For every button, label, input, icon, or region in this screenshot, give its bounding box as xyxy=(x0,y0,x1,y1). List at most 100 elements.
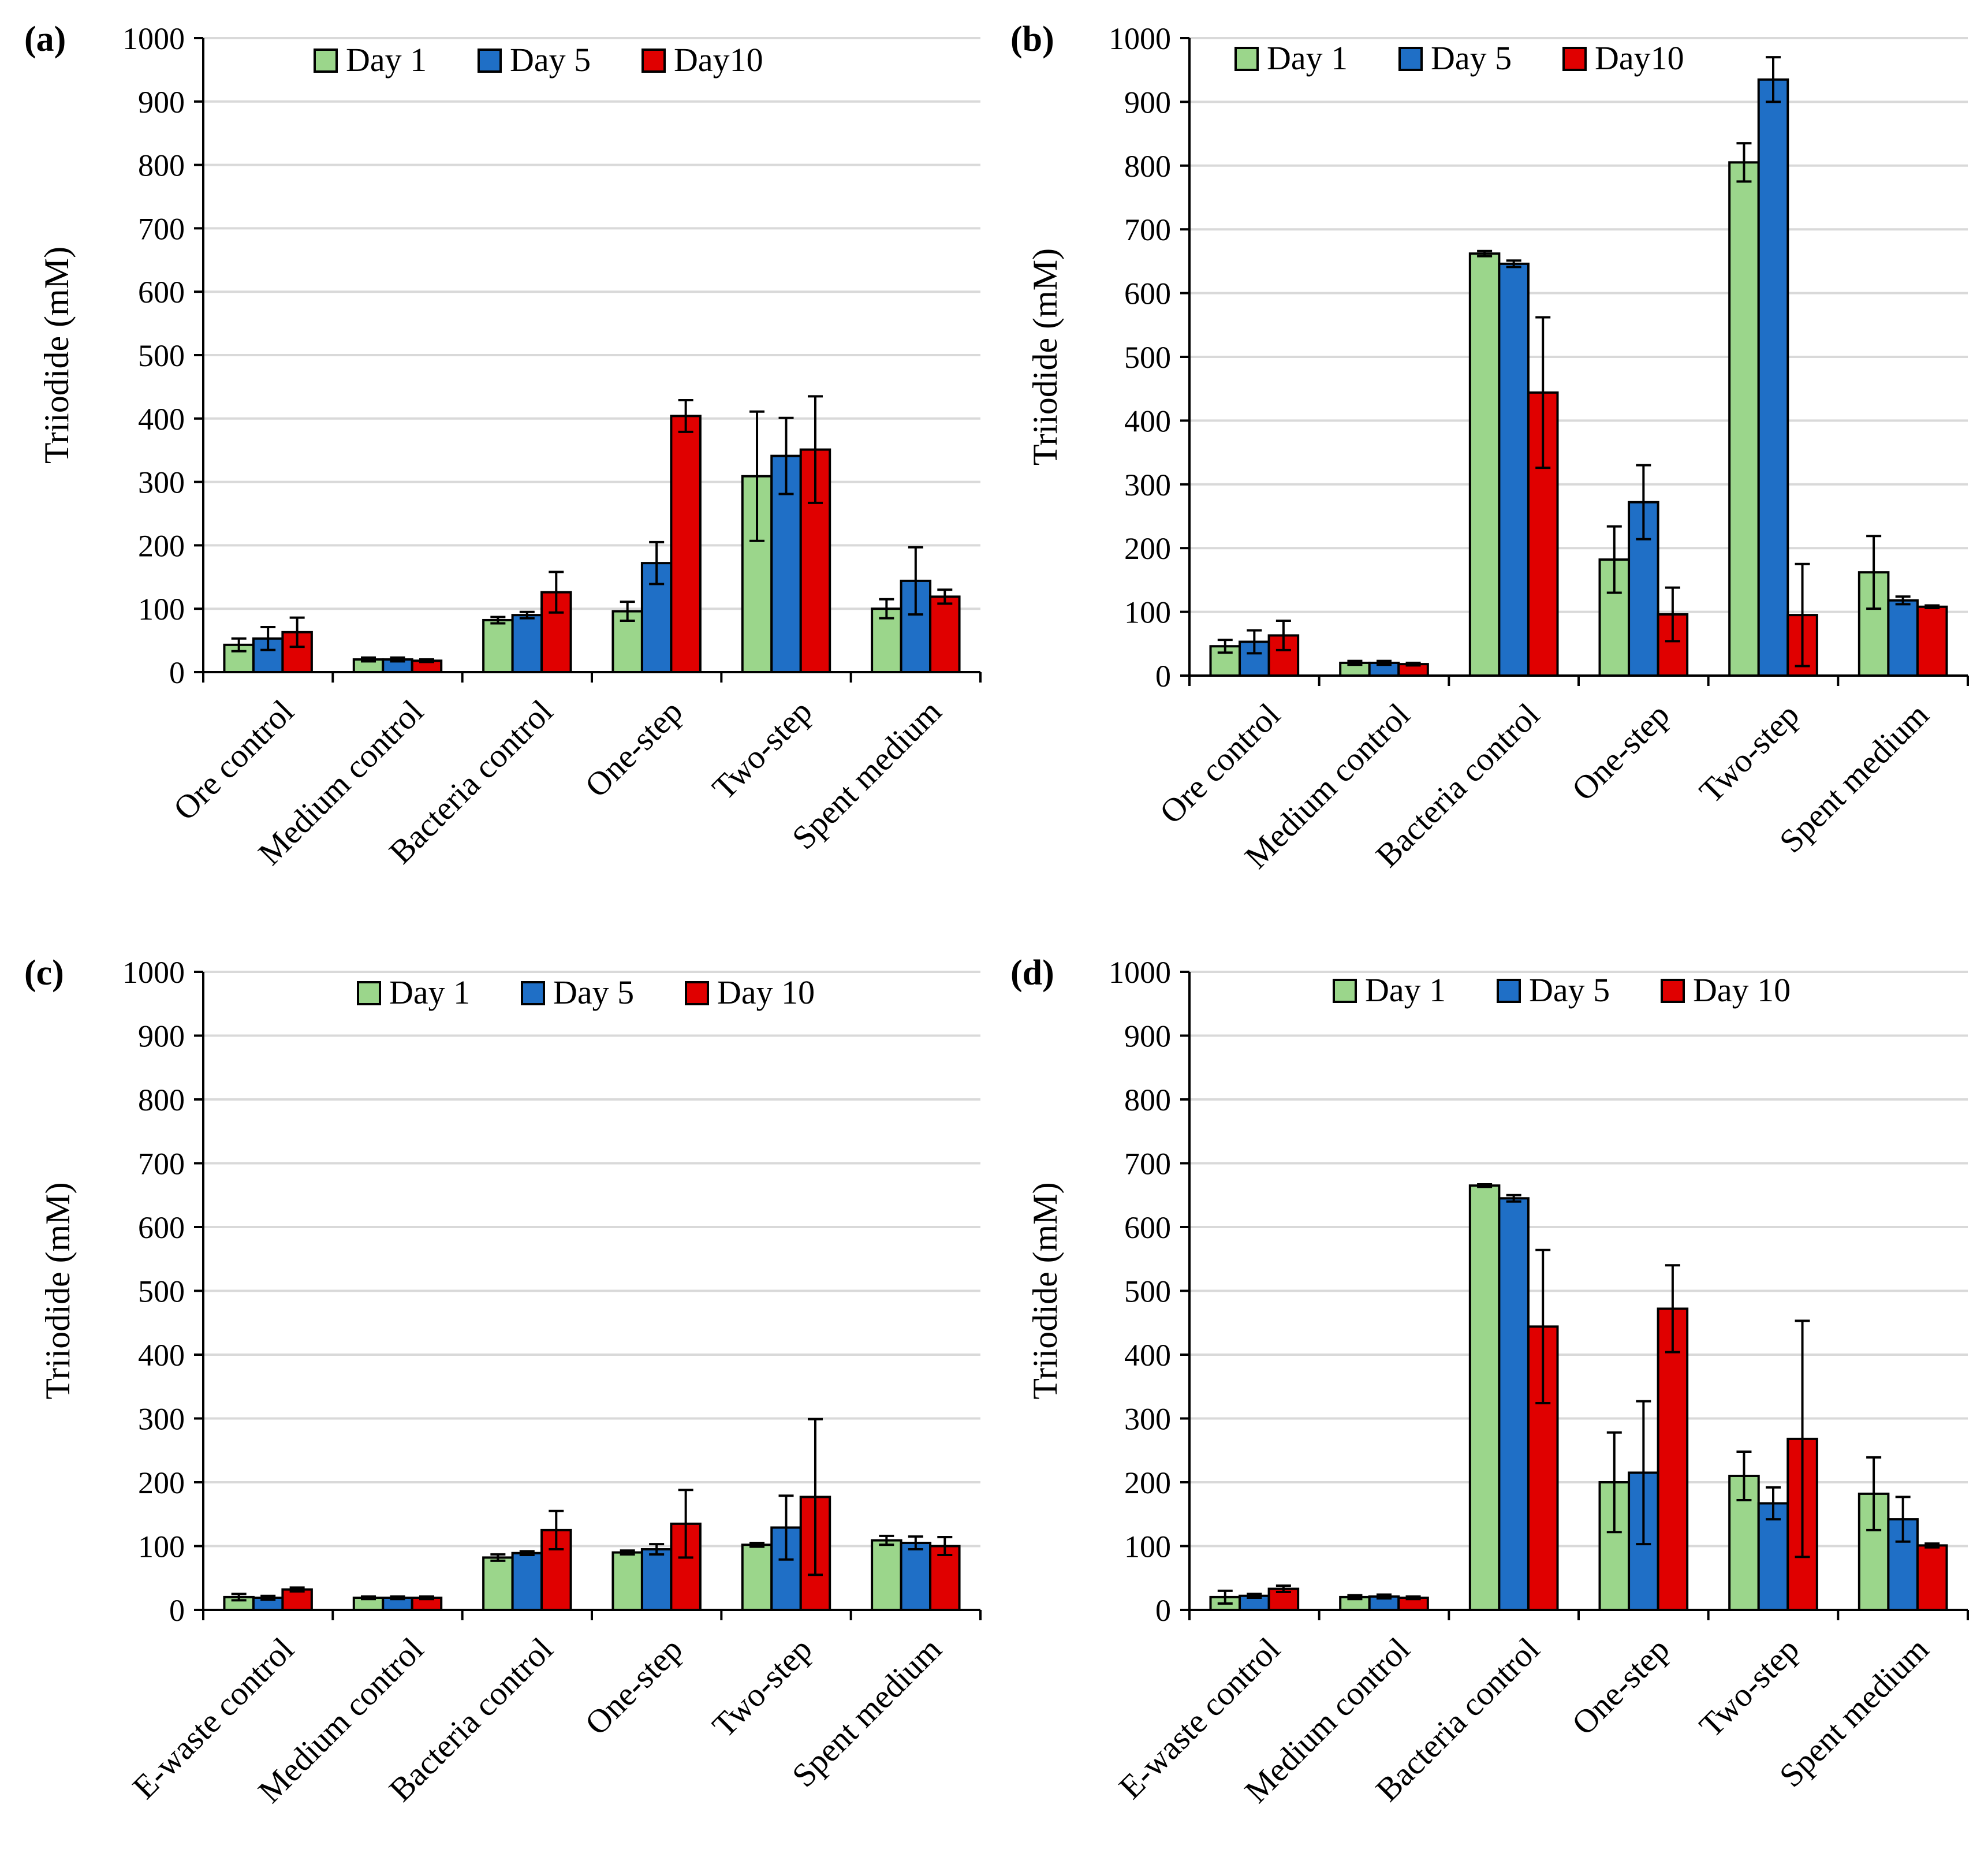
legend-swatch xyxy=(478,49,502,73)
bar-day5 xyxy=(1757,1502,1789,1612)
bar-day1 xyxy=(1468,1184,1501,1612)
bar-day1 xyxy=(741,1543,773,1612)
y-tick-label: 600 xyxy=(1124,1210,1171,1245)
bar-day10 xyxy=(670,415,702,674)
bar-day1 xyxy=(871,1539,902,1611)
y-tick-label: 800 xyxy=(138,1083,185,1117)
bar-day1 xyxy=(482,618,514,673)
legend-swatch xyxy=(1661,979,1685,1003)
y-tick-label: 200 xyxy=(138,1466,185,1500)
y-tick-label: 700 xyxy=(1124,212,1171,247)
bar-day5 xyxy=(1498,262,1530,677)
panel-label: (a) xyxy=(24,20,66,59)
legend-swatch xyxy=(1497,979,1521,1003)
bar-day5 xyxy=(1498,1197,1530,1611)
y-tick-label: 300 xyxy=(1124,1402,1171,1437)
y-tick-label: 100 xyxy=(1124,595,1171,630)
y-tick-label: 200 xyxy=(1124,531,1171,566)
y-tick-label: 400 xyxy=(138,1338,185,1373)
legend-label: Day 5 xyxy=(1529,971,1610,1009)
panel-label: (c) xyxy=(24,953,64,993)
y-tick-label: 300 xyxy=(138,465,185,500)
bar-day5 xyxy=(511,1552,543,1612)
y-tick-label: 0 xyxy=(1155,659,1171,693)
y-tick-label: 700 xyxy=(1124,1147,1171,1181)
panel-label: (d) xyxy=(1010,953,1054,993)
legend-label: Day 10 xyxy=(717,974,815,1011)
y-axis-title: Triiodide (mM) xyxy=(1026,248,1064,465)
legend-label: Day 5 xyxy=(553,974,634,1011)
y-tick-label: 1000 xyxy=(1109,955,1171,990)
y-tick-label: 800 xyxy=(1124,149,1171,184)
y-tick-label: 900 xyxy=(138,85,185,120)
y-tick-label: 600 xyxy=(1124,277,1171,311)
bar-day1 xyxy=(1728,161,1760,677)
y-tick-label: 100 xyxy=(138,1530,185,1564)
bar-day10 xyxy=(1657,1307,1689,1611)
bar-day1 xyxy=(611,1551,643,1612)
legend-swatch xyxy=(641,49,666,73)
y-tick-label: 500 xyxy=(1124,1274,1171,1309)
y-tick-label: 900 xyxy=(138,1019,185,1054)
y-tick-label: 0 xyxy=(169,1593,185,1628)
y-tick-label: 300 xyxy=(138,1402,185,1437)
y-tick-label: 600 xyxy=(138,275,185,310)
y-tick-label: 700 xyxy=(138,211,185,246)
legend-label: Day 5 xyxy=(1431,39,1512,77)
bar-day10 xyxy=(1916,605,1948,677)
legend-swatch xyxy=(1562,47,1587,71)
legend-swatch xyxy=(1333,979,1357,1003)
y-tick-label: 900 xyxy=(1124,1019,1171,1054)
bar-day5 xyxy=(640,1548,673,1611)
legend-label: Day 1 xyxy=(1365,971,1446,1009)
y-tick-label: 1000 xyxy=(122,955,185,990)
legend-swatch xyxy=(1398,47,1423,71)
legend-swatch xyxy=(1234,47,1259,71)
y-tick-label: 100 xyxy=(138,592,185,627)
legend-label: Day 1 xyxy=(389,974,470,1011)
bar-day1 xyxy=(482,1556,514,1611)
bar-day10 xyxy=(1916,1544,1948,1612)
legend-label: Day 10 xyxy=(1693,971,1791,1009)
legend-label: Day10 xyxy=(674,41,763,79)
y-axis-title: Triiodide (mM) xyxy=(1026,1182,1064,1399)
bar-day5 xyxy=(1887,599,1919,677)
bar-day5 xyxy=(1757,78,1789,677)
y-tick-label: 1000 xyxy=(1109,21,1171,56)
y-axis-title: Triiodide (mM) xyxy=(38,247,76,464)
bar-day5 xyxy=(900,1541,932,1612)
y-tick-label: 200 xyxy=(138,528,185,563)
legend-swatch xyxy=(521,981,545,1005)
y-tick-label: 0 xyxy=(169,655,185,690)
bar-day10 xyxy=(929,1545,961,1611)
y-tick-label: 900 xyxy=(1124,85,1171,120)
y-tick-label: 300 xyxy=(1124,468,1171,502)
y-tick-label: 400 xyxy=(1124,1338,1171,1373)
legend-swatch xyxy=(314,49,338,73)
y-tick-label: 0 xyxy=(1155,1593,1171,1628)
y-tick-label: 700 xyxy=(138,1147,185,1181)
y-tick-label: 500 xyxy=(1124,340,1171,375)
legend-label: Day 5 xyxy=(510,41,591,79)
y-tick-label: 800 xyxy=(138,148,185,183)
legend-swatch xyxy=(685,981,709,1005)
bar-day10 xyxy=(281,1588,313,1611)
legend-label: Day 1 xyxy=(346,41,427,79)
bar-day1 xyxy=(1468,252,1501,677)
bar-day10 xyxy=(929,595,961,674)
y-tick-label: 200 xyxy=(1124,1466,1171,1500)
y-tick-label: 100 xyxy=(1124,1530,1171,1564)
y-axis-title: Triiodide (mM) xyxy=(39,1182,77,1399)
y-tick-label: 500 xyxy=(138,1274,185,1309)
legend-label: Day 1 xyxy=(1267,39,1348,77)
y-tick-label: 800 xyxy=(1124,1083,1171,1117)
bar-day5 xyxy=(511,614,543,674)
legend-swatch xyxy=(357,981,381,1005)
y-tick-label: 400 xyxy=(1124,404,1171,438)
y-tick-label: 600 xyxy=(138,1210,185,1245)
y-tick-label: 400 xyxy=(138,402,185,437)
panel-label: (b) xyxy=(1010,20,1054,59)
y-tick-label: 1000 xyxy=(122,21,185,56)
